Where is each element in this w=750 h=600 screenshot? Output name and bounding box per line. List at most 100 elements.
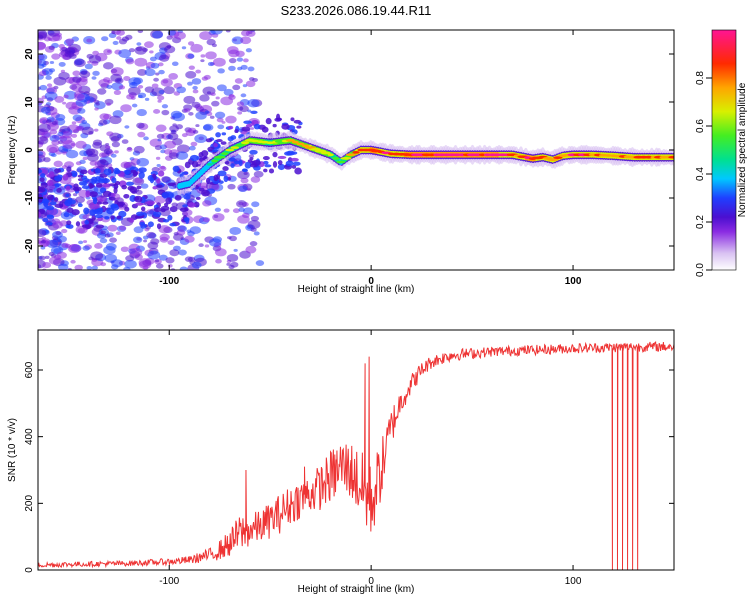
noise-blob <box>113 90 122 96</box>
cluster-blob <box>138 167 147 173</box>
noise-blob <box>38 41 47 51</box>
noise-blob <box>162 79 169 84</box>
noise-blob <box>183 95 196 105</box>
ridge-core <box>285 139 295 142</box>
noise-blob <box>206 38 216 46</box>
cluster-blob <box>160 208 166 213</box>
noise-blob <box>173 231 179 236</box>
noise-blob <box>72 193 78 197</box>
noise-blob <box>226 262 231 266</box>
noise-blob <box>124 259 137 269</box>
noise-blob <box>38 123 51 133</box>
cluster-blob <box>81 224 90 228</box>
noise-blob <box>58 61 66 67</box>
noise-blob <box>82 245 90 251</box>
cluster-blob <box>66 166 72 172</box>
noise-blob <box>215 96 220 100</box>
cluster-blob <box>140 206 146 212</box>
noise-blob <box>136 157 150 167</box>
cluster-blob <box>215 139 223 143</box>
noise-blob <box>184 235 195 243</box>
cluster-blob <box>128 217 135 223</box>
noise-blob <box>111 30 116 34</box>
noise-blob <box>199 94 210 102</box>
noise-blob <box>41 236 46 240</box>
cluster-blob <box>65 185 71 191</box>
cluster-blob <box>116 201 126 207</box>
noise-blob <box>151 83 159 89</box>
noise-blob <box>90 251 104 261</box>
noise-blob <box>92 70 100 76</box>
noise-blob <box>133 226 144 234</box>
noise-blob <box>195 124 200 128</box>
noise-blob <box>155 263 164 269</box>
noise-blob <box>200 59 205 63</box>
noise-blob <box>74 93 85 101</box>
cluster-blob <box>66 220 72 226</box>
noise-blob <box>152 30 164 39</box>
noise-blob <box>81 120 88 125</box>
ridge-core <box>206 163 213 166</box>
noise-blob <box>133 77 144 85</box>
noise-blob <box>253 231 260 236</box>
noise-blob <box>188 111 194 116</box>
noise-blob <box>82 156 88 161</box>
ridge-core <box>235 143 245 147</box>
ridge-core <box>553 156 563 160</box>
cluster-blob <box>263 168 268 173</box>
noise-blob <box>58 44 65 49</box>
cluster-blob <box>108 196 116 201</box>
ridge-core <box>221 152 229 156</box>
noise-blob <box>73 58 86 68</box>
noise-blob <box>167 264 173 268</box>
cluster-blob <box>85 190 91 198</box>
noise-blob <box>186 229 192 233</box>
ridge-core <box>213 155 226 159</box>
noise-blob <box>51 53 61 60</box>
cluster-blob <box>130 169 137 174</box>
noise-blob <box>194 134 208 144</box>
noise-blob <box>204 244 210 248</box>
noise-blob <box>55 231 62 236</box>
noise-blob <box>221 120 226 124</box>
noise-blob <box>144 68 156 77</box>
ridge-core <box>327 153 334 157</box>
cluster-blob <box>205 138 213 143</box>
cluster-blob <box>95 224 105 229</box>
cluster-blob <box>96 201 102 205</box>
noise-blob <box>227 236 232 240</box>
noise-blob <box>129 247 143 257</box>
cluster-blob <box>183 194 191 200</box>
cluster-blob <box>81 185 90 190</box>
noise-blob <box>230 261 239 268</box>
cluster-blob <box>47 194 54 201</box>
noise-blob <box>216 117 224 123</box>
noise-blob <box>178 249 187 256</box>
noise-blob <box>94 242 103 249</box>
noise-blob <box>239 105 249 113</box>
noise-blob <box>124 125 130 129</box>
cluster-blob <box>113 187 118 194</box>
cluster-blob <box>167 182 176 187</box>
noise-blob <box>169 249 180 257</box>
noise-blob <box>158 54 170 62</box>
noise-blob <box>81 126 94 136</box>
cluster-blob <box>124 206 130 212</box>
noise-blob <box>118 38 128 45</box>
cluster-blob <box>131 190 137 194</box>
noise-blob <box>62 101 67 105</box>
noise-blob <box>240 177 249 184</box>
noise-blob <box>62 139 76 149</box>
cluster-blob <box>245 123 253 128</box>
cluster-blob <box>161 191 170 199</box>
cluster-blob <box>106 207 115 215</box>
noise-blob <box>203 74 211 80</box>
noise-blob <box>42 262 52 269</box>
noise-blob <box>40 246 46 250</box>
noise-blob <box>157 95 165 101</box>
cluster-blob <box>46 215 55 220</box>
noise-blob <box>74 264 83 270</box>
ridge-core <box>340 157 352 160</box>
noise-blob <box>48 256 61 265</box>
ridge-core <box>428 153 436 157</box>
